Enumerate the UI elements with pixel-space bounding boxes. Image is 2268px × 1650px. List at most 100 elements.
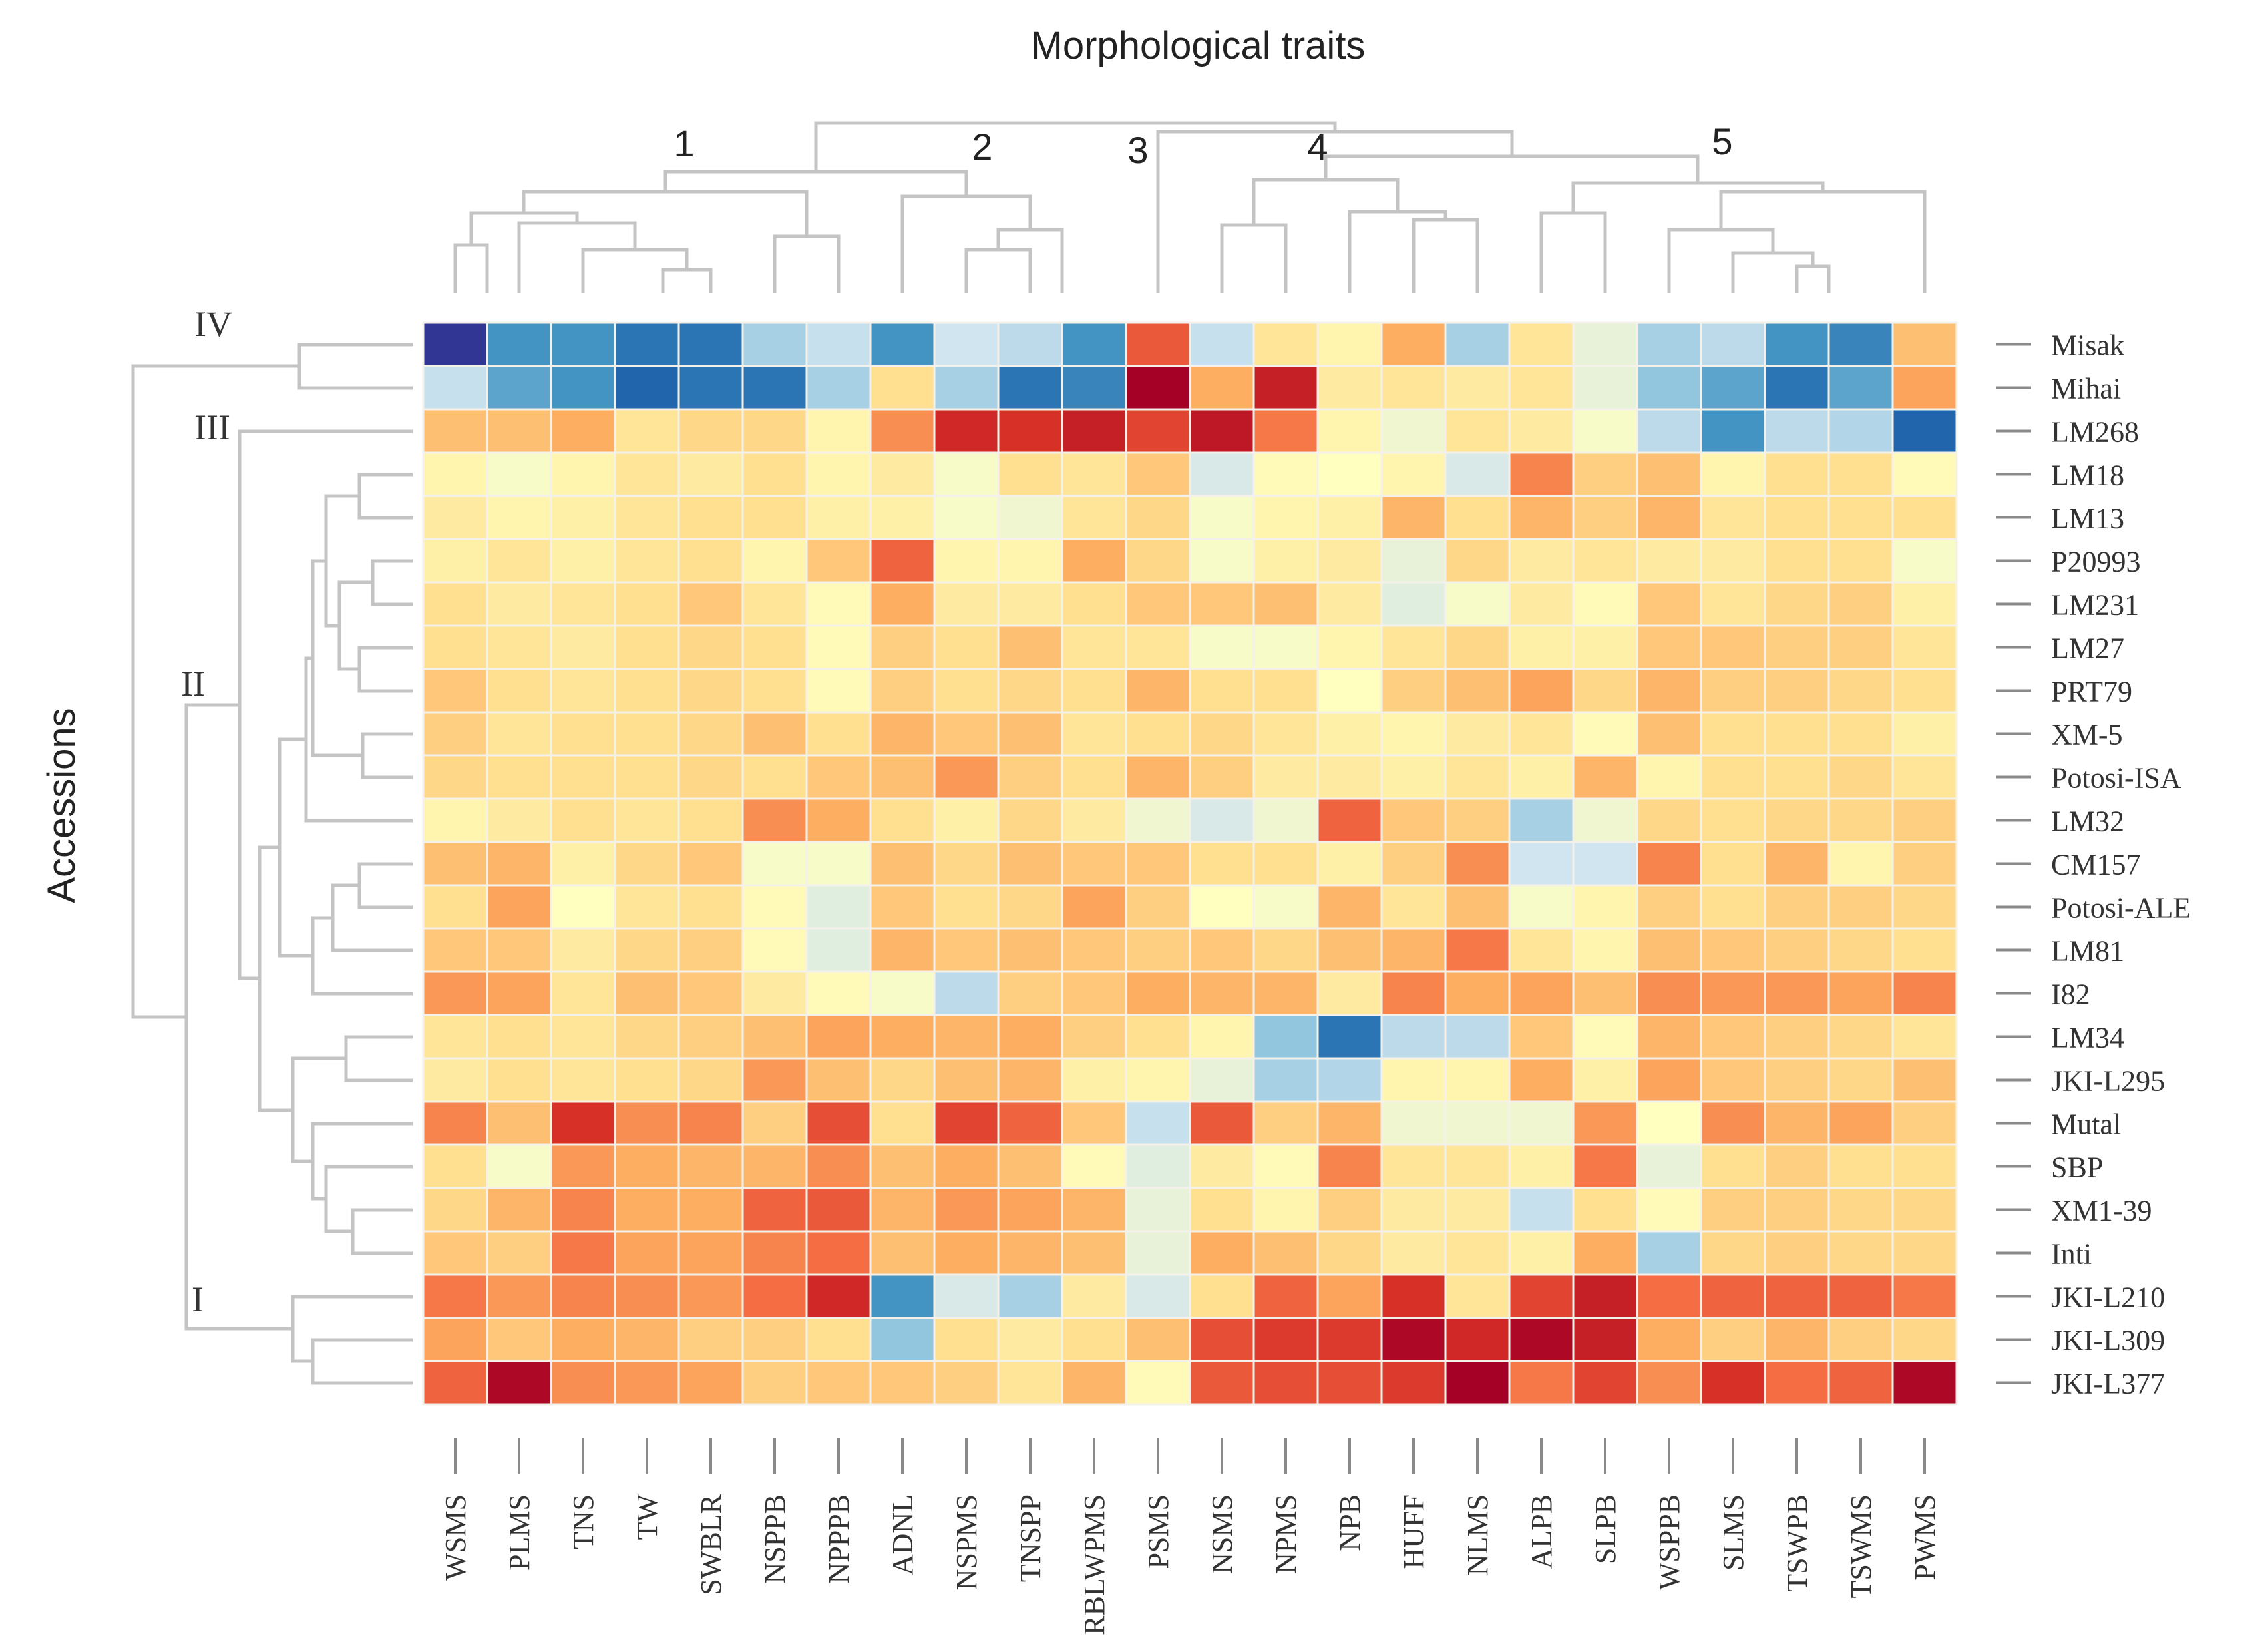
heatmap-cell [1827, 841, 1894, 887]
heatmap-cell [1380, 495, 1447, 540]
heatmap-cell [1700, 1360, 1766, 1406]
heatmap-cell [1508, 1317, 1575, 1362]
heatmap-cell [1444, 1317, 1511, 1362]
heatmap-cell [741, 538, 808, 584]
row-label: LM13 [2051, 503, 2124, 535]
column-label: NPB [1334, 1494, 1366, 1551]
heatmap-cell [1827, 1057, 1894, 1103]
heatmap-cell [1700, 624, 1766, 670]
heatmap-cell [1061, 711, 1127, 757]
heatmap-cell [1444, 538, 1511, 584]
heatmap-cell [933, 1317, 1000, 1362]
heatmap-cell [1891, 1273, 1958, 1319]
heatmap-cell [997, 581, 1063, 627]
heatmap-cell [1764, 581, 1830, 627]
heatmap-cell [805, 495, 872, 540]
heatmap-cell [1764, 1014, 1830, 1060]
heatmap-cell [550, 841, 616, 887]
heatmap-cell [422, 451, 488, 497]
heatmap-cell [1316, 538, 1383, 584]
heatmap-cell [1827, 495, 1894, 540]
heatmap-cell [677, 1057, 744, 1103]
heatmap-cell [422, 1230, 488, 1276]
heatmap-cell [933, 927, 1000, 973]
heatmap-cell [1252, 1014, 1319, 1060]
heatmap-cell [1827, 1273, 1894, 1319]
heatmap-cell [1508, 1057, 1575, 1103]
heatmap-cell [1316, 927, 1383, 973]
heatmap-cell [1444, 408, 1511, 454]
heatmap-cell [1572, 1360, 1638, 1406]
heatmap-cell [614, 711, 680, 757]
heatmap-cell [933, 1100, 1000, 1146]
heatmap-cell [614, 970, 680, 1016]
heatmap-cell [1891, 365, 1958, 411]
heatmap-cell [1700, 668, 1766, 714]
heatmap-cell [1700, 495, 1766, 540]
column-cluster-label: 3 [1127, 129, 1148, 171]
heatmap-cell [1316, 1143, 1383, 1189]
heatmap-cell [869, 754, 936, 800]
heatmap-cell [1444, 927, 1511, 973]
heatmap-cell [486, 797, 552, 843]
heatmap-cell [741, 841, 808, 887]
heatmap-cell [550, 884, 616, 930]
heatmap-cell [614, 495, 680, 540]
heatmap-cell [1572, 1187, 1638, 1233]
heatmap-cell [1891, 451, 1958, 497]
heatmap-cell [1189, 1317, 1255, 1362]
heatmap-cell [1444, 1014, 1511, 1060]
chart-title: Morphological traits [1031, 24, 1366, 67]
heatmap-cell [1252, 624, 1319, 670]
column-label: PLMS [503, 1494, 536, 1571]
heatmap-cell [1572, 321, 1638, 367]
heatmap-cell [997, 1317, 1063, 1362]
heatmap-cell [614, 321, 680, 367]
heatmap-cell [1508, 1273, 1575, 1319]
heatmap-cell [741, 408, 808, 454]
heatmap-cell [1508, 970, 1575, 1016]
heatmap-cell [805, 754, 872, 800]
column-label: TSWPB [1781, 1494, 1813, 1592]
heatmap-cell [997, 1230, 1063, 1276]
heatmap-cell [741, 668, 808, 714]
heatmap-cell [933, 884, 1000, 930]
heatmap-cell [422, 1014, 488, 1060]
heatmap-cell [805, 1187, 872, 1233]
heatmap-cell [1508, 1143, 1575, 1189]
heatmap-cell [1125, 797, 1191, 843]
heatmap-cell [1252, 1360, 1319, 1406]
heatmap-cell [741, 451, 808, 497]
heatmap-cell [869, 1057, 936, 1103]
heatmap-cell [933, 711, 1000, 757]
heatmap-cell [486, 668, 552, 714]
heatmap-cell [1508, 365, 1575, 411]
heatmap-cell [1891, 1100, 1958, 1146]
heatmap-cell [869, 1100, 936, 1146]
heatmap-cell [1764, 451, 1830, 497]
heatmap-cell [486, 451, 552, 497]
heatmap-cell [997, 797, 1063, 843]
heatmap-cell [741, 884, 808, 930]
heatmap-cell [1252, 1143, 1319, 1189]
heatmap-cell [1827, 797, 1894, 843]
heatmap-cell [1189, 495, 1255, 540]
heatmap-cell [677, 1273, 744, 1319]
heatmap-cell [1572, 970, 1638, 1016]
heatmap-cell [1827, 451, 1894, 497]
column-label: TW [631, 1494, 663, 1540]
heatmap-cell [1700, 1014, 1766, 1060]
heatmap-cell [869, 1230, 936, 1276]
heatmap-cell [805, 408, 872, 454]
heatmap-cell [1380, 970, 1447, 1016]
heatmap-cell [1572, 797, 1638, 843]
heatmap-cell [1252, 1273, 1319, 1319]
heatmap-cell [1444, 624, 1511, 670]
heatmap-cell [933, 841, 1000, 887]
heatmap-cell [1252, 581, 1319, 627]
heatmap-cell [550, 408, 616, 454]
heatmap-cell [1572, 1057, 1638, 1103]
heatmap-cell [1827, 581, 1894, 627]
heatmap-cell [997, 841, 1063, 887]
heatmap-cell [1061, 1100, 1127, 1146]
